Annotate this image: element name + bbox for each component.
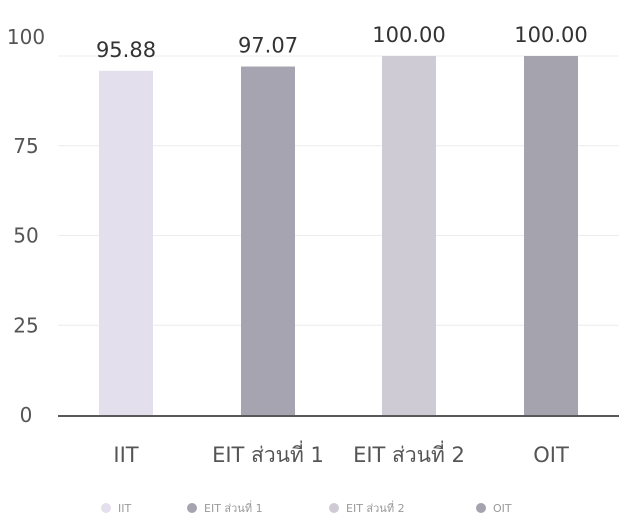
legend-label: EIT ส่วนที่ 2 — [346, 500, 405, 515]
value-labels: 95.88 97.07 100.00 100.00 — [96, 23, 588, 62]
bar — [382, 56, 436, 415]
y-tick-label: 0 — [20, 403, 33, 427]
legend-item[interactable]: IIT — [101, 502, 131, 515]
legend-label: IIT — [118, 502, 131, 515]
category-label: EIT ส่วนที่ 1 — [212, 440, 324, 467]
legend-item[interactable]: EIT ส่วนที่ 1 — [187, 500, 263, 515]
legend-swatch — [329, 503, 339, 513]
value-label: 100.00 — [372, 23, 445, 47]
bar — [524, 56, 578, 415]
category-label: OIT — [533, 443, 569, 467]
y-tick-label: 50 — [13, 224, 38, 248]
legend-label: OIT — [493, 502, 512, 515]
value-label: 97.07 — [238, 34, 298, 58]
y-tick-label: 100 — [7, 25, 45, 49]
value-label: 100.00 — [514, 23, 587, 47]
legend: IIT EIT ส่วนที่ 1 EIT ส่วนที่ 2 OIT — [101, 500, 512, 515]
category-label: IIT — [113, 443, 138, 467]
x-axis-categories: IIT EIT ส่วนที่ 1 EIT ส่วนที่ 2 OIT — [113, 440, 569, 467]
category-label: EIT ส่วนที่ 2 — [353, 440, 465, 467]
legend-item[interactable]: OIT — [476, 502, 512, 515]
legend-swatch — [476, 503, 486, 513]
y-tick-label: 25 — [13, 313, 38, 337]
value-label: 95.88 — [96, 38, 156, 62]
bars — [99, 56, 578, 415]
legend-item[interactable]: EIT ส่วนที่ 2 — [329, 500, 405, 515]
y-axis-ticks: 0 25 50 75 100 — [7, 25, 45, 427]
bar — [241, 66, 295, 415]
y-tick-label: 75 — [13, 134, 38, 158]
legend-label: EIT ส่วนที่ 1 — [204, 500, 263, 515]
legend-swatch — [187, 503, 197, 513]
bar — [99, 70, 153, 415]
legend-swatch — [101, 503, 111, 513]
